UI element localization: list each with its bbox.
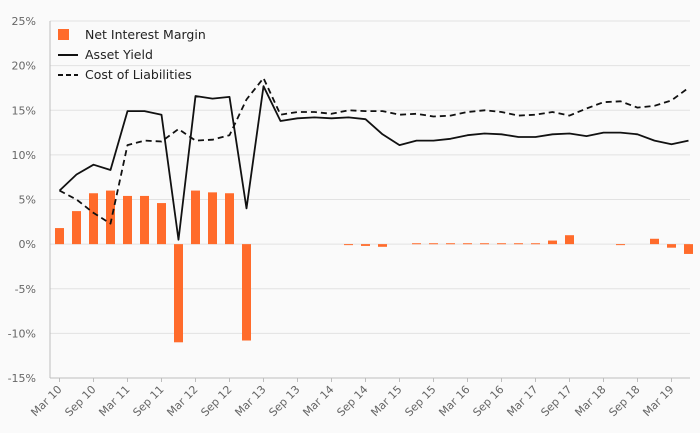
x-tick-label: Sep 12 (198, 383, 234, 419)
bar-net-interest-margin (140, 195, 149, 245)
y-tick-label: 15% (12, 104, 36, 117)
grid-lines (50, 20, 690, 379)
bar-net-interest-margin (548, 240, 557, 245)
y-tick-label: 20% (12, 60, 36, 73)
bar-net-interest-margin (225, 193, 234, 245)
legend-item-asset-yield: Asset Yield (58, 47, 153, 62)
x-tick-label: Mar 19 (640, 383, 676, 419)
legend-label-net-interest-margin: Net Interest Margin (85, 27, 206, 42)
bar-net-interest-margin (55, 228, 64, 245)
x-tick-label: Sep 18 (606, 383, 642, 419)
y-tick-label: -10% (8, 327, 36, 340)
x-tick-label: Mar 13 (232, 383, 268, 419)
legend: Net Interest Margin Asset Yield Cost of … (58, 27, 206, 82)
x-tick-label: Mar 16 (436, 383, 472, 419)
bar-net-interest-margin (429, 243, 438, 245)
bar-net-interest-margin (361, 244, 370, 246)
bar-net-interest-margin (497, 243, 506, 245)
y-tick-label: -15% (8, 372, 36, 385)
x-tick-label: Mar 11 (96, 383, 132, 419)
x-tick-label: Sep 14 (334, 383, 370, 419)
x-tick-label: Mar 15 (368, 383, 404, 419)
bar-net-interest-margin (667, 244, 676, 248)
bar-net-interest-margin (208, 192, 217, 245)
net-interest-margin-bars (55, 190, 693, 343)
bar-net-interest-margin (191, 190, 200, 245)
axes (49, 21, 690, 379)
y-axis-ticks: -15% -10% -5% 0% 5% 10% 15% 20% 25% (8, 15, 36, 385)
x-tick-label: Sep 15 (402, 383, 438, 419)
legend-label-cost-of-liabilities: Cost of Liabilities (85, 67, 192, 82)
bar-net-interest-margin (378, 244, 387, 247)
bar-net-interest-margin (174, 244, 183, 343)
bar-net-interest-margin (480, 243, 489, 245)
line-series (58, 77, 690, 241)
bar-net-interest-margin (446, 243, 455, 245)
y-tick-label: 0% (19, 238, 36, 251)
x-tick-label: Mar 17 (504, 383, 540, 419)
bar-net-interest-margin (123, 195, 132, 245)
y-tick-label: 5% (19, 194, 36, 207)
bar-net-interest-margin (344, 244, 353, 246)
y-tick-label: 10% (12, 149, 36, 162)
bar-net-interest-margin (412, 243, 421, 245)
x-tick-label: Sep 16 (470, 383, 506, 419)
line-asset-yield (58, 85, 689, 241)
bar-net-interest-margin (616, 244, 625, 246)
legend-item-net-interest-margin: Net Interest Margin (58, 27, 206, 42)
legend-swatch-bar (58, 29, 69, 40)
y-tick-label: 25% (12, 15, 36, 28)
legend-label-asset-yield: Asset Yield (85, 47, 153, 62)
line-cost-of-liabilities (59, 77, 690, 225)
bar-net-interest-margin (106, 190, 115, 245)
bar-net-interest-margin (89, 193, 98, 245)
x-tick-label: Mar 10 (28, 383, 64, 419)
x-tick-label: Sep 10 (62, 383, 98, 419)
bar-net-interest-margin (157, 203, 166, 245)
bar-net-interest-margin (565, 235, 574, 245)
y-tick-label: -5% (15, 283, 36, 296)
bar-net-interest-margin (242, 244, 251, 341)
bar-net-interest-margin (684, 244, 693, 254)
x-tick-label: Sep 17 (538, 383, 574, 419)
x-tick-label: Mar 14 (300, 383, 336, 419)
bar-net-interest-margin (463, 243, 472, 245)
bar-net-interest-margin (72, 211, 81, 245)
bar-net-interest-margin (514, 243, 523, 245)
bar-net-interest-margin (531, 243, 540, 245)
x-tick-label: Mar 18 (572, 383, 608, 419)
x-tick-label: Sep 13 (266, 383, 302, 419)
legend-item-cost-of-liabilities: Cost of Liabilities (58, 67, 192, 82)
x-tick-label: Mar 12 (164, 383, 200, 419)
x-tick-label: Sep 11 (130, 383, 166, 419)
bar-net-interest-margin (650, 238, 659, 245)
